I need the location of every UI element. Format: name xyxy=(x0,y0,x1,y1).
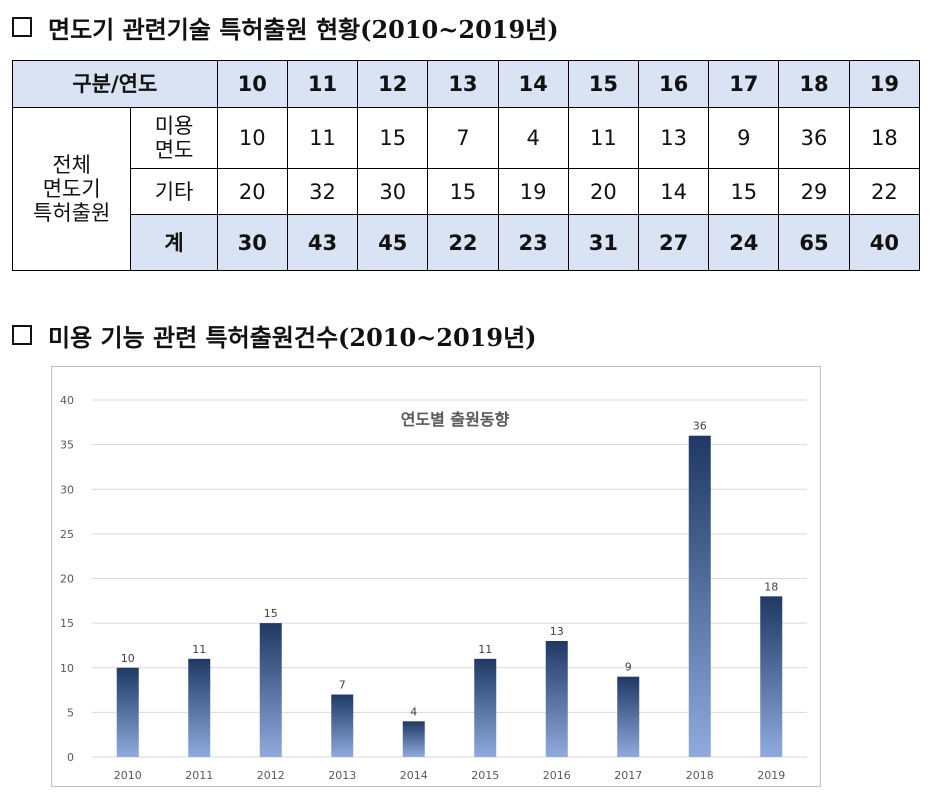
y-tick-label: 25 xyxy=(60,528,74,541)
bar xyxy=(331,694,354,757)
header-cell-year: 10 xyxy=(216,59,288,109)
value-cell: 20 xyxy=(567,167,639,216)
bar xyxy=(688,435,711,757)
bar xyxy=(545,640,568,757)
total-cell: 27 xyxy=(637,214,710,271)
total-cell: 45 xyxy=(357,214,429,271)
value-cell: 14 xyxy=(637,167,710,216)
header-cell-year: 19 xyxy=(848,59,921,109)
bar xyxy=(474,658,497,757)
header-cell-category: 구분/연도 xyxy=(12,59,218,109)
checkbox-square-icon xyxy=(12,325,32,345)
header-cell-year: 15 xyxy=(567,59,639,109)
total-cell: 24 xyxy=(708,214,780,271)
data-label: 4 xyxy=(410,705,417,718)
table-total-row: 계 30 43 45 22 23 31 27 24 65 40 xyxy=(13,214,921,271)
total-cell: 65 xyxy=(778,214,850,271)
bar xyxy=(617,676,640,757)
checkbox-square-icon xyxy=(12,17,32,37)
x-tick-label: 2017 xyxy=(614,769,642,782)
data-label: 11 xyxy=(478,643,492,656)
y-tick-label: 15 xyxy=(60,617,74,630)
value-cell: 7 xyxy=(427,107,499,169)
value-cell: 13 xyxy=(637,107,710,169)
bar xyxy=(402,721,425,757)
bar xyxy=(259,623,282,757)
section-title-text: 면도기 관련기술 특허출원 현황(2010~2019년) xyxy=(48,14,559,44)
group-label-cell: 전체 면도기 특허출원 xyxy=(11,107,132,271)
data-label: 18 xyxy=(764,580,778,593)
bar-chart: 연도별 출원동향 0 5 10 15 20 25 30 35 40 10 2010 11 2011 15 2… xyxy=(60,394,807,782)
bar xyxy=(188,658,211,757)
header-cell-year: 17 xyxy=(708,59,780,109)
value-cell: 20 xyxy=(216,167,288,216)
total-cell: 22 xyxy=(427,214,499,271)
data-label: 15 xyxy=(264,607,278,620)
value-cell: 15 xyxy=(708,167,780,216)
total-cell: 23 xyxy=(497,214,569,271)
x-tick-label: 2013 xyxy=(328,769,356,782)
x-tick-label: 2016 xyxy=(543,769,571,782)
y-tick-label: 5 xyxy=(67,706,74,719)
table-header-row: 구분/연도 10 11 12 13 14 15 16 17 18 19 xyxy=(12,59,921,109)
x-tick-label: 2012 xyxy=(257,769,285,782)
value-cell: 22 xyxy=(848,167,921,216)
value-cell: 9 xyxy=(708,107,780,169)
total-cell: 30 xyxy=(216,214,288,271)
y-tick-label: 0 xyxy=(67,751,74,764)
value-cell: 15 xyxy=(427,167,499,216)
header-cell-year: 13 xyxy=(427,59,499,109)
value-cell: 19 xyxy=(497,167,569,216)
data-label: 36 xyxy=(693,420,707,433)
y-tick-label: 20 xyxy=(60,573,74,586)
total-cell: 43 xyxy=(286,214,359,271)
x-tick-label: 2014 xyxy=(400,769,428,782)
value-cell: 30 xyxy=(357,167,429,216)
section-title-text: 미용 기능 관련 특허출원건수(2010~2019년) xyxy=(48,322,537,352)
header-cell-year: 18 xyxy=(778,59,850,109)
header-cell-year: 12 xyxy=(357,59,429,109)
bar xyxy=(116,667,139,757)
row-label-cell: 미용 면도 xyxy=(130,107,218,169)
value-cell: 36 xyxy=(778,107,850,169)
header-cell-year: 16 xyxy=(637,59,710,109)
bar-chart-frame: 연도별 출원동향 0 5 10 15 20 25 30 35 40 10 2010 11 2011 15 2… xyxy=(51,366,821,787)
chart-title: 연도별 출원동향 xyxy=(401,410,510,429)
x-tick-label: 2015 xyxy=(471,769,499,782)
data-label: 7 xyxy=(339,679,346,692)
total-cell: 40 xyxy=(848,214,921,271)
value-cell: 15 xyxy=(357,107,429,169)
header-cell-year: 14 xyxy=(497,59,569,109)
x-tick-label: 2010 xyxy=(114,769,142,782)
row-label-cell-total: 계 xyxy=(130,214,218,271)
section-title-beauty-patents: 미용 기능 관련 특허출원건수(2010~2019년) xyxy=(12,318,537,352)
value-cell: 4 xyxy=(497,107,569,169)
section-title-patent-status: 면도기 관련기술 특허출원 현황(2010~2019년) xyxy=(12,10,559,44)
data-label: 11 xyxy=(192,643,206,656)
bar xyxy=(760,596,783,757)
value-cell: 10 xyxy=(216,107,288,169)
total-cell: 31 xyxy=(567,214,639,271)
table-row: 기타 20 32 30 15 19 20 14 15 29 22 xyxy=(13,167,921,216)
table-row: 전체 면도기 특허출원 미용 면도 10 11 15 7 4 11 13 9 36 1… xyxy=(11,107,921,271)
row-label-cell: 기타 xyxy=(130,167,218,216)
value-cell: 11 xyxy=(286,107,359,169)
data-label: 9 xyxy=(625,661,632,674)
x-tick-label: 2018 xyxy=(686,769,714,782)
header-cell-year: 11 xyxy=(286,59,359,109)
patent-stats-table: 구분/연도 10 11 12 13 14 15 16 17 18 19 전체 면도… xyxy=(11,59,921,271)
y-tick-label: 35 xyxy=(60,439,74,452)
value-cell: 11 xyxy=(567,107,639,169)
y-tick-label: 30 xyxy=(60,483,74,496)
y-tick-label: 40 xyxy=(60,394,74,407)
x-tick-label: 2011 xyxy=(185,769,213,782)
y-tick-label: 10 xyxy=(60,662,74,675)
value-cell: 18 xyxy=(848,107,921,169)
value-cell: 29 xyxy=(778,167,850,216)
data-label: 10 xyxy=(121,652,135,665)
value-cell: 32 xyxy=(286,167,359,216)
data-label: 13 xyxy=(550,625,564,638)
x-tick-label: 2019 xyxy=(757,769,785,782)
